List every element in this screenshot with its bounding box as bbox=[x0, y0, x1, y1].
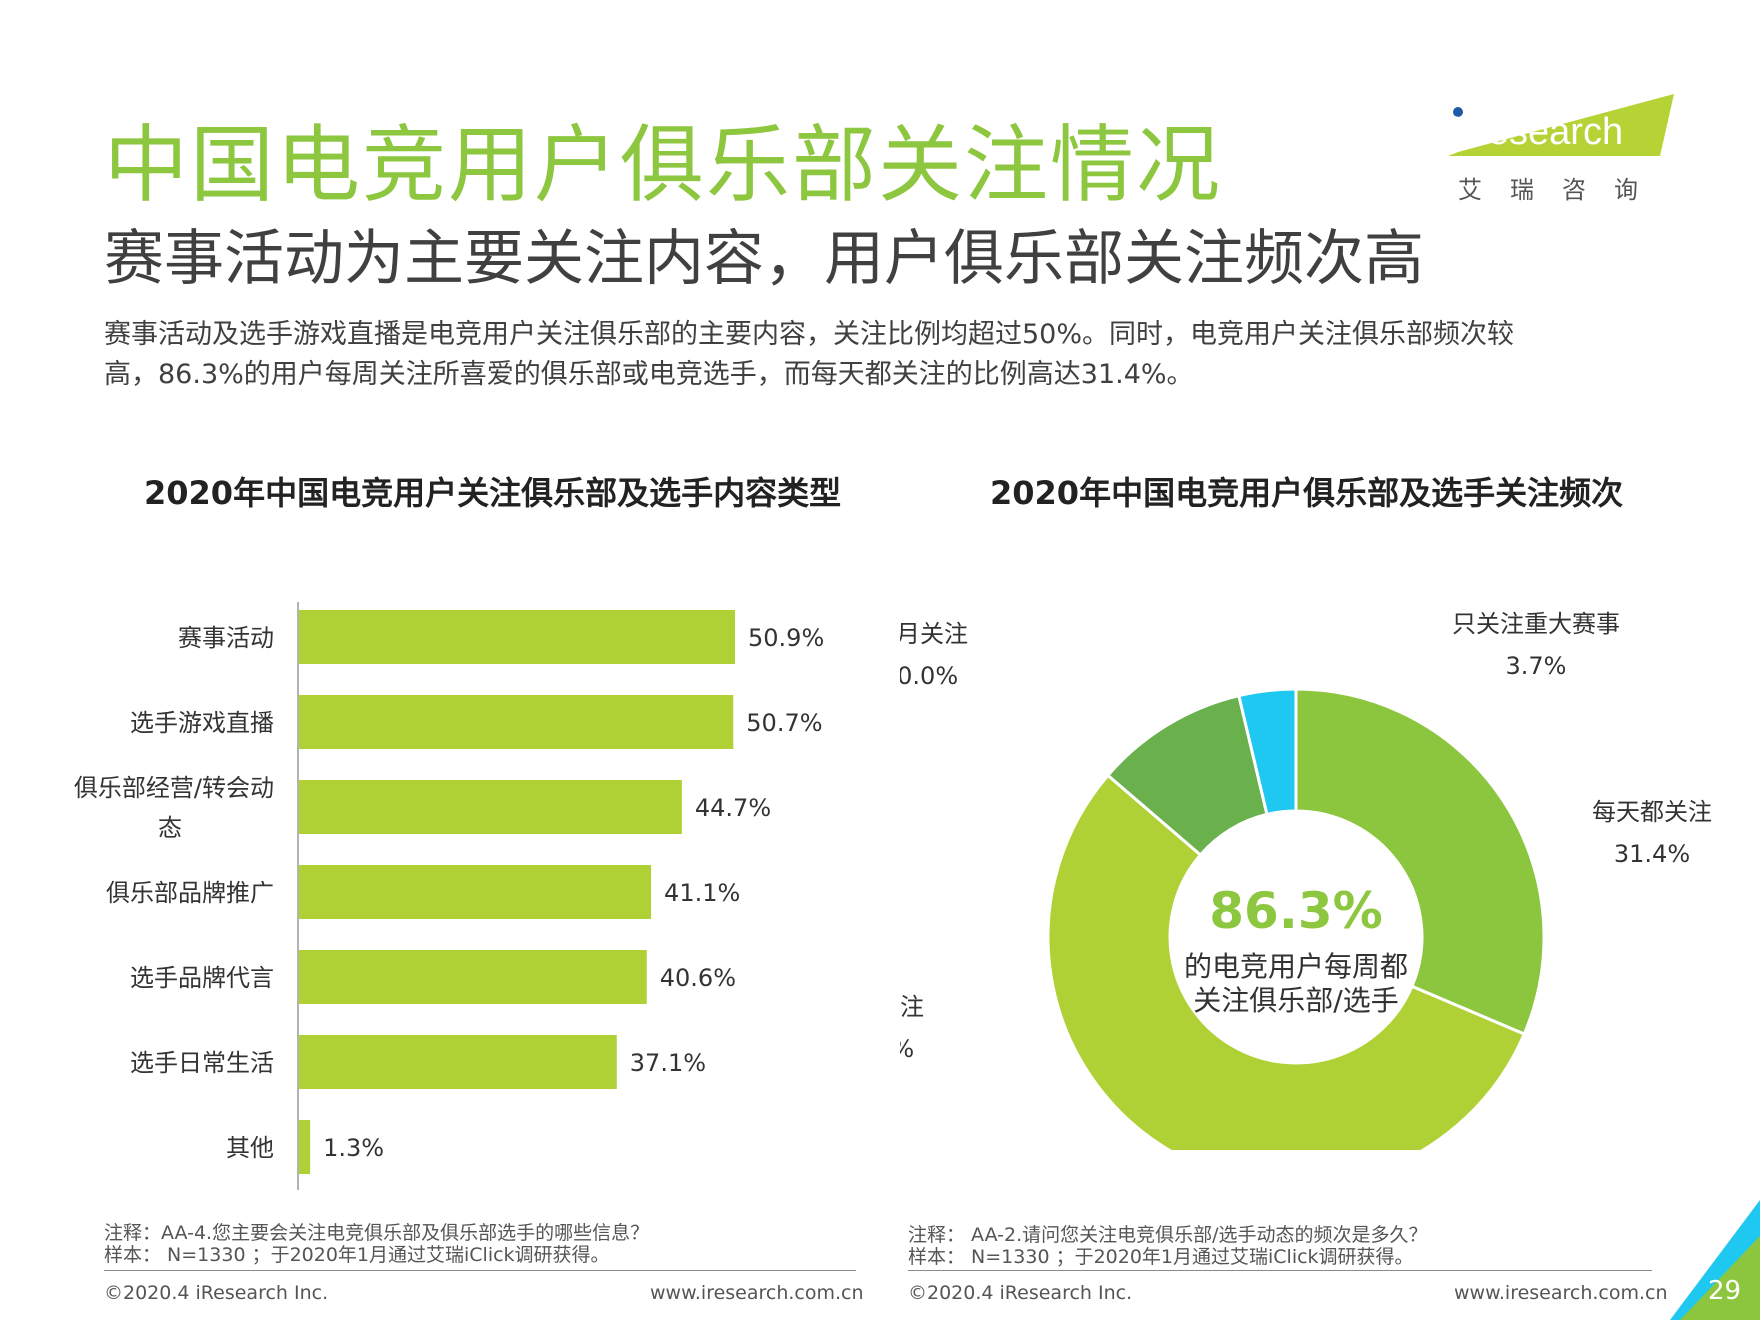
donut-slice-value-label: 3.7% bbox=[1506, 652, 1567, 680]
footer-copyright-right: ©2020.4 iResearch Inc. bbox=[908, 1282, 1133, 1304]
bar-1 bbox=[299, 610, 735, 664]
footer-url-left[interactable]: www.iresearch.com.cn bbox=[650, 1282, 864, 1304]
donut-slice-name-label: 每周关注 bbox=[900, 993, 924, 1021]
bar-category-label: 选手日常生活 bbox=[130, 1049, 274, 1077]
donut-slice-name-label: 只关注重大赛事 bbox=[1452, 610, 1620, 638]
bar-category-label: 俱乐部经营/转会动 bbox=[74, 774, 274, 802]
footer-copyright-left: ©2020.4 iResearch Inc. bbox=[104, 1282, 329, 1304]
bar-category-label: 赛事活动 bbox=[178, 624, 274, 652]
bar-6 bbox=[299, 1035, 617, 1089]
donut-center-line-1: 的电竞用户每周都 bbox=[1184, 950, 1408, 983]
donut-slice-value-label: 54.9% bbox=[900, 1035, 914, 1063]
description-line-2: 高，86.3%的用户每周关注所喜爱的俱乐部或电竞选手，而每天都关注的比例高达31… bbox=[104, 359, 1194, 390]
bar-value-label: 41.1% bbox=[664, 879, 740, 907]
page-title: 中国电竞用户俱乐部关注情况 bbox=[104, 116, 1223, 214]
bar-3 bbox=[299, 780, 682, 834]
bar-category-label: 态 bbox=[158, 814, 182, 842]
bar-value-label: 50.7% bbox=[746, 709, 822, 737]
donut-chart-sample: 样本： N=1330 ；于2020年1月通过艾瑞iClick调研获得。 bbox=[908, 1246, 1414, 1268]
bar-value-label: 40.6% bbox=[660, 964, 736, 992]
bar-category-label: 选手游戏直播 bbox=[130, 709, 274, 737]
donut-slice-2 bbox=[1046, 773, 1527, 1150]
footer-divider-left bbox=[104, 1270, 856, 1271]
donut-center-line-2: 关注俱乐部/选手 bbox=[1193, 984, 1398, 1017]
logo-text: iResearch bbox=[1452, 111, 1623, 153]
bar-category-label: 选手品牌代言 bbox=[130, 964, 274, 992]
bar-category-label: 俱乐部品牌推广 bbox=[106, 879, 274, 907]
donut-slice-value-label: 31.4% bbox=[1614, 840, 1690, 868]
bar-value-label: 1.3% bbox=[323, 1134, 384, 1162]
donut-chart-note: 注释： AA-2.请问您关注电竞俱乐部/选手动态的频次是多久？ bbox=[908, 1224, 1428, 1246]
page-subtitle: 赛事活动为主要关注内容，用户俱乐部关注频次高 bbox=[104, 224, 1424, 294]
donut-slice-4 bbox=[1237, 687, 1298, 817]
logo-banner-shape bbox=[1448, 94, 1674, 156]
donut-chart: 每天都关注 31.4% 每周关注 54.9% 每月关注 10.0% 只关注重大赛事 3.7% 8… bbox=[900, 610, 1712, 1150]
corner-decoration bbox=[1670, 1200, 1760, 1320]
donut-center-value: 86.3% bbox=[1209, 882, 1382, 940]
bar-value-label: 44.7% bbox=[695, 794, 771, 822]
footer-divider-right bbox=[908, 1270, 1652, 1271]
bar-5 bbox=[299, 950, 647, 1004]
iresearch-logo: iResearch bbox=[1448, 94, 1674, 156]
donut-slice-name-label: 每天都关注 bbox=[1592, 798, 1712, 826]
bar-value-label: 37.1% bbox=[630, 1049, 706, 1077]
donut-slice-value-label: 10.0% bbox=[900, 662, 958, 690]
donut-slice-1 bbox=[1294, 687, 1546, 1037]
description-line-1: 赛事活动及选手游戏直播是电竞用户关注俱乐部的主要内容，关注比例均超过50%。同时… bbox=[104, 319, 1515, 350]
donut-chart-title: 2020年中国电竞用户俱乐部及选手关注频次 bbox=[990, 474, 1624, 512]
corner-green-shape bbox=[1680, 1236, 1760, 1320]
page-number: 29 bbox=[1708, 1276, 1742, 1306]
logo-dot bbox=[1453, 107, 1463, 117]
bar-4 bbox=[299, 865, 652, 919]
bar-chart-sample: 样本： N=1330 ；于2020年1月通过艾瑞iClick调研获得。 bbox=[104, 1244, 610, 1266]
bar-chart-title: 2020年中国电竞用户关注俱乐部及选手内容类型 bbox=[144, 474, 842, 512]
bar-2 bbox=[299, 695, 734, 749]
bar-value-label: 50.9% bbox=[748, 624, 824, 652]
donut-slice-name-label: 每月关注 bbox=[900, 620, 968, 648]
footer-url-right[interactable]: www.iresearch.com.cn bbox=[1454, 1282, 1668, 1304]
bar-chart-note: 注释：AA-4.您主要会关注电竞俱乐部及俱乐部选手的哪些信息？ bbox=[104, 1222, 650, 1244]
bar-7 bbox=[299, 1120, 311, 1174]
bar-category-label: 其他 bbox=[226, 1134, 274, 1162]
logo-subtitle: 艾瑞咨询 bbox=[1458, 176, 1666, 204]
